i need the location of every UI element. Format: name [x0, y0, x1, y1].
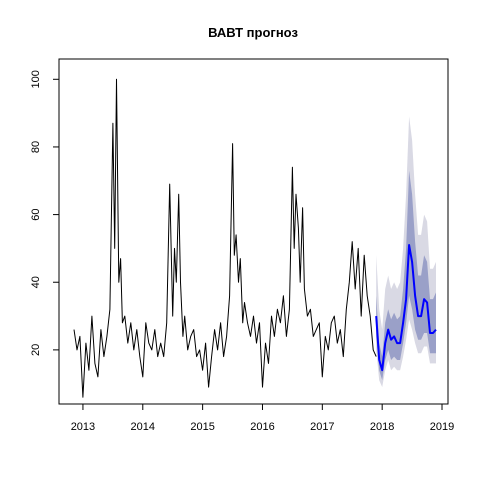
- forecast-band-80: [376, 170, 436, 381]
- y-tick-label: 40: [30, 276, 42, 288]
- x-tick-label: 2016: [250, 421, 274, 433]
- x-tick-label: 2013: [71, 421, 95, 433]
- y-tick-label: 100: [30, 70, 42, 88]
- x-axis: 2013 2014 2015 2016 2017 2018 2019: [71, 403, 454, 433]
- y-tick-label: 60: [30, 208, 42, 220]
- x-tick-label: 2017: [310, 421, 334, 433]
- forecast-bands: [376, 116, 436, 388]
- chart-title: ВАВТ прогноз: [208, 25, 298, 40]
- y-tick-label: 80: [30, 141, 42, 153]
- series-lines: [73, 78, 437, 398]
- x-tick-label: 2015: [190, 421, 214, 433]
- x-tick-label: 2014: [131, 421, 155, 433]
- x-tick-label: 2018: [370, 421, 394, 433]
- history-series-line: [73, 78, 377, 398]
- forecast-series-line: [375, 244, 437, 372]
- y-axis: 20 40 60 80 100: [30, 70, 60, 356]
- y-tick-label: 20: [30, 344, 42, 356]
- x-tick-label: 2019: [430, 421, 454, 433]
